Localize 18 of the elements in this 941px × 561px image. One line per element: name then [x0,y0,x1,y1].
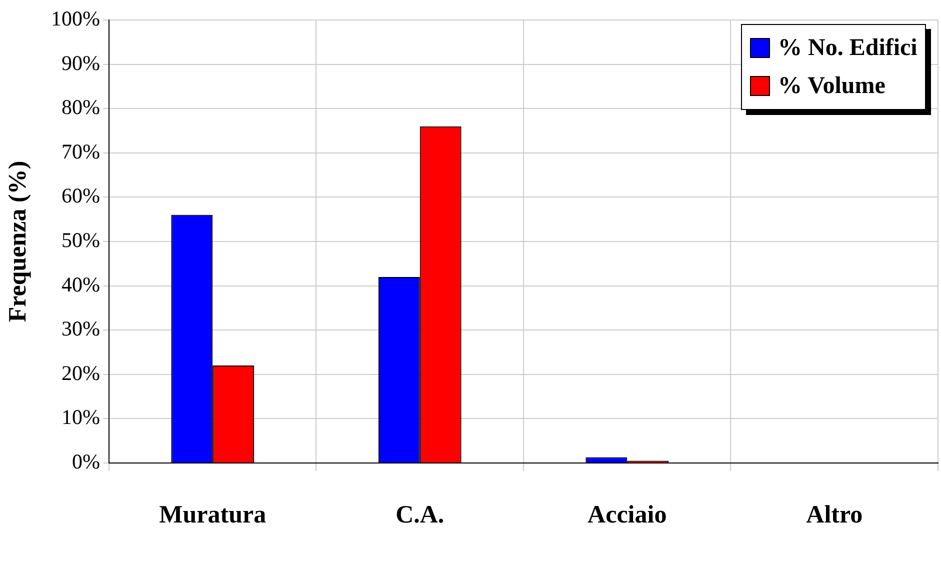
y-tick-label: 10% [61,405,100,430]
legend-label: % Volume [778,72,886,100]
y-tick-label: 50% [61,228,100,252]
y-tick-label: 100% [50,6,100,31]
y-tick-label: 30% [61,316,100,341]
y-tick-label: 90% [61,50,100,75]
y-tick-label: 70% [61,139,100,164]
y-tick-label: 80% [61,95,100,120]
legend-label: % No. Edifici [778,34,918,62]
x-tick-label: Acciaio [588,501,667,528]
y-tick-label: 60% [61,184,100,208]
y-axis-title: Frequenza (%) [4,160,32,322]
x-tick-label: Muratura [159,501,267,528]
y-tick-label: 20% [61,360,100,385]
x-tick-label: Altro [806,501,863,528]
x-tick-label: C.A. [396,501,444,528]
y-tick-label: 40% [61,272,100,296]
y-tick-label: 0% [72,450,100,474]
